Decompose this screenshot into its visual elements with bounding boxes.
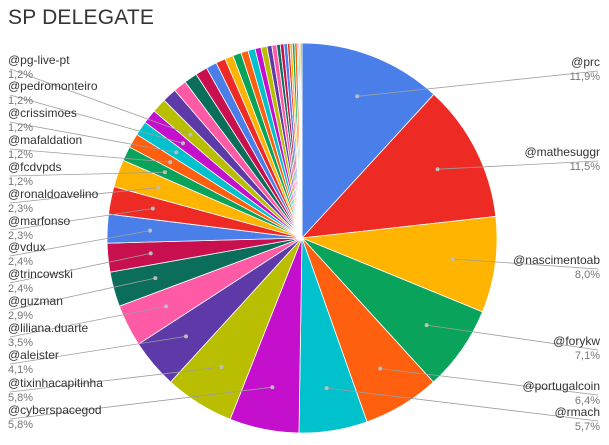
slice-label-value: 1,2% [8,149,33,161]
slice-label-name: @prc [571,55,600,69]
leader-dot [168,160,173,165]
slice-label-name: @mathesuggr [524,145,600,159]
leader-dot [148,251,153,256]
slice-label-value: 11,5% [570,161,601,173]
leader-line [9,253,151,284]
leader-line [9,68,191,135]
pie-slice-nascimentoab [301,216,498,313]
leader-line [9,148,171,163]
slice-label-name: @pedromonteiro [8,79,98,93]
slice-label-value: 1,2% [8,95,33,107]
leader-dot [162,170,167,175]
leader-line [380,368,599,396]
leader-line [9,208,153,231]
slice-label-value: 1,2% [8,69,33,81]
slice-label-value: 8,0% [575,269,600,281]
slice-label-name: @crissimoes [8,106,77,120]
slice-label-value: 5,8% [8,419,33,431]
slice-label-name: @tixinhacapitinha [8,376,103,390]
leader-line [9,187,159,204]
leader-dot [181,141,185,146]
leader-line [452,258,599,270]
slice-label-name: @nascimentoab [513,253,600,267]
leader-line [9,171,165,177]
slice-label-value: 2,9% [8,310,33,322]
slice-label-name: @marfonso [8,214,71,228]
pie-slice-mathesuggr [300,93,497,239]
slice-label-value: 1,2% [8,122,33,134]
leader-line [9,277,156,311]
slice-label-value: 2,4% [8,256,33,268]
leader-dot [150,206,155,211]
slice-label-value: 5,8% [8,392,33,404]
slice-label-name: @vdux [8,240,46,254]
slice-label-value: 2,3% [8,203,33,215]
leader-line [9,336,187,365]
leader-dot [219,365,224,369]
slice-label-value: 3,5% [8,337,33,349]
slice-label-name: @cyberspacegod [8,403,102,417]
slice-label-name: @trincowski [8,267,73,281]
slice-label-value: 1,2% [8,176,33,188]
leader-dot [188,132,193,137]
slice-label-value: 5,7% [575,421,600,433]
leader-dot [324,386,329,391]
leader-line [357,70,599,97]
leader-dot [164,304,169,309]
pie-slice-44 [300,42,303,239]
slice-label-value: 7,1% [575,350,600,362]
slice-label-value: 11,9% [570,71,601,83]
slice-label-name: @ronaldoavelino [8,187,99,201]
leader-dot [270,385,275,390]
leader-line [426,324,599,351]
leader-dot [355,94,360,99]
slice-label-name: @fcdvpds [8,160,62,174]
slice-label-name: @aleister [8,348,59,362]
leader-line [326,387,599,422]
leader-dot [450,257,455,261]
leader-dot [378,366,383,371]
slice-label-name: @rmach [554,405,600,419]
leader-line [437,160,599,170]
leader-dot [424,323,429,328]
leader-line [9,366,222,393]
slice-label-name: @forykw [553,334,600,348]
slice-label-name: @guzman [8,294,63,308]
chart-title: SP DELEGATE [8,6,155,29]
slice-label-value: 4,1% [8,364,33,376]
leader-line [9,94,184,144]
slice-label-value: 6,4% [575,395,600,407]
slice-label-value: 2,4% [8,283,33,295]
slice-label-value: 2,3% [8,230,33,242]
leader-line [9,306,167,338]
slice-label-name: @portugalcoin [522,379,600,393]
leader-dot [148,228,153,233]
leader-line [9,121,177,153]
leader-dot [153,276,158,281]
slice-label-name: @pg-live-pt [8,53,70,67]
slice-label-name: @liliana.duarte [8,321,89,335]
leader-dot [156,185,161,190]
slice-label-name: @mafaldation [8,133,82,147]
leader-line [9,230,151,257]
leader-dot [174,150,179,155]
leader-dot [184,334,188,339]
leader-line [9,386,273,420]
leader-dot [435,167,440,172]
